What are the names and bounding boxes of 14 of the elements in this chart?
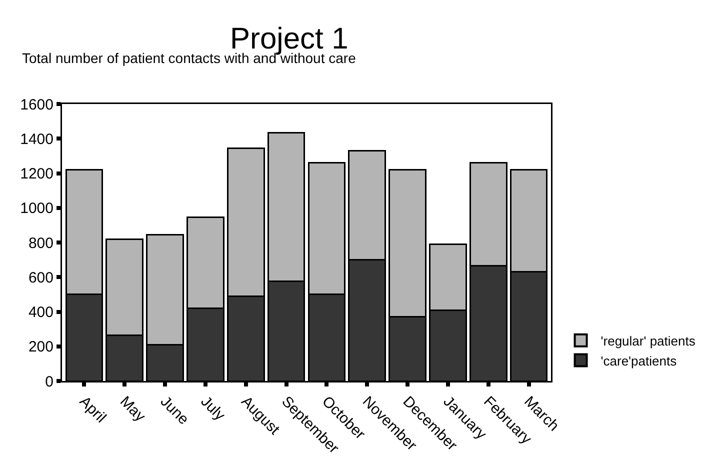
y-tick-label: 600 xyxy=(28,269,54,286)
y-tick-label: 800 xyxy=(28,234,54,252)
y-tick-label: 1000 xyxy=(20,200,54,218)
y-tick-label: 1200 xyxy=(20,166,54,182)
y-tick-label: 200 xyxy=(28,338,54,356)
y-tick-label: 1400 xyxy=(20,130,54,148)
y-tick-label: 0 xyxy=(45,373,54,390)
y-tick-label: 1600 xyxy=(20,96,54,114)
x-tick-label: May xyxy=(116,393,149,426)
legend-label: 'regular' patients xyxy=(600,333,696,348)
y-tick-label: 400 xyxy=(28,304,54,321)
legend-label: 'care'patients xyxy=(600,353,678,368)
x-tick-label: April xyxy=(76,393,110,426)
x-tick-label: July xyxy=(197,393,229,424)
